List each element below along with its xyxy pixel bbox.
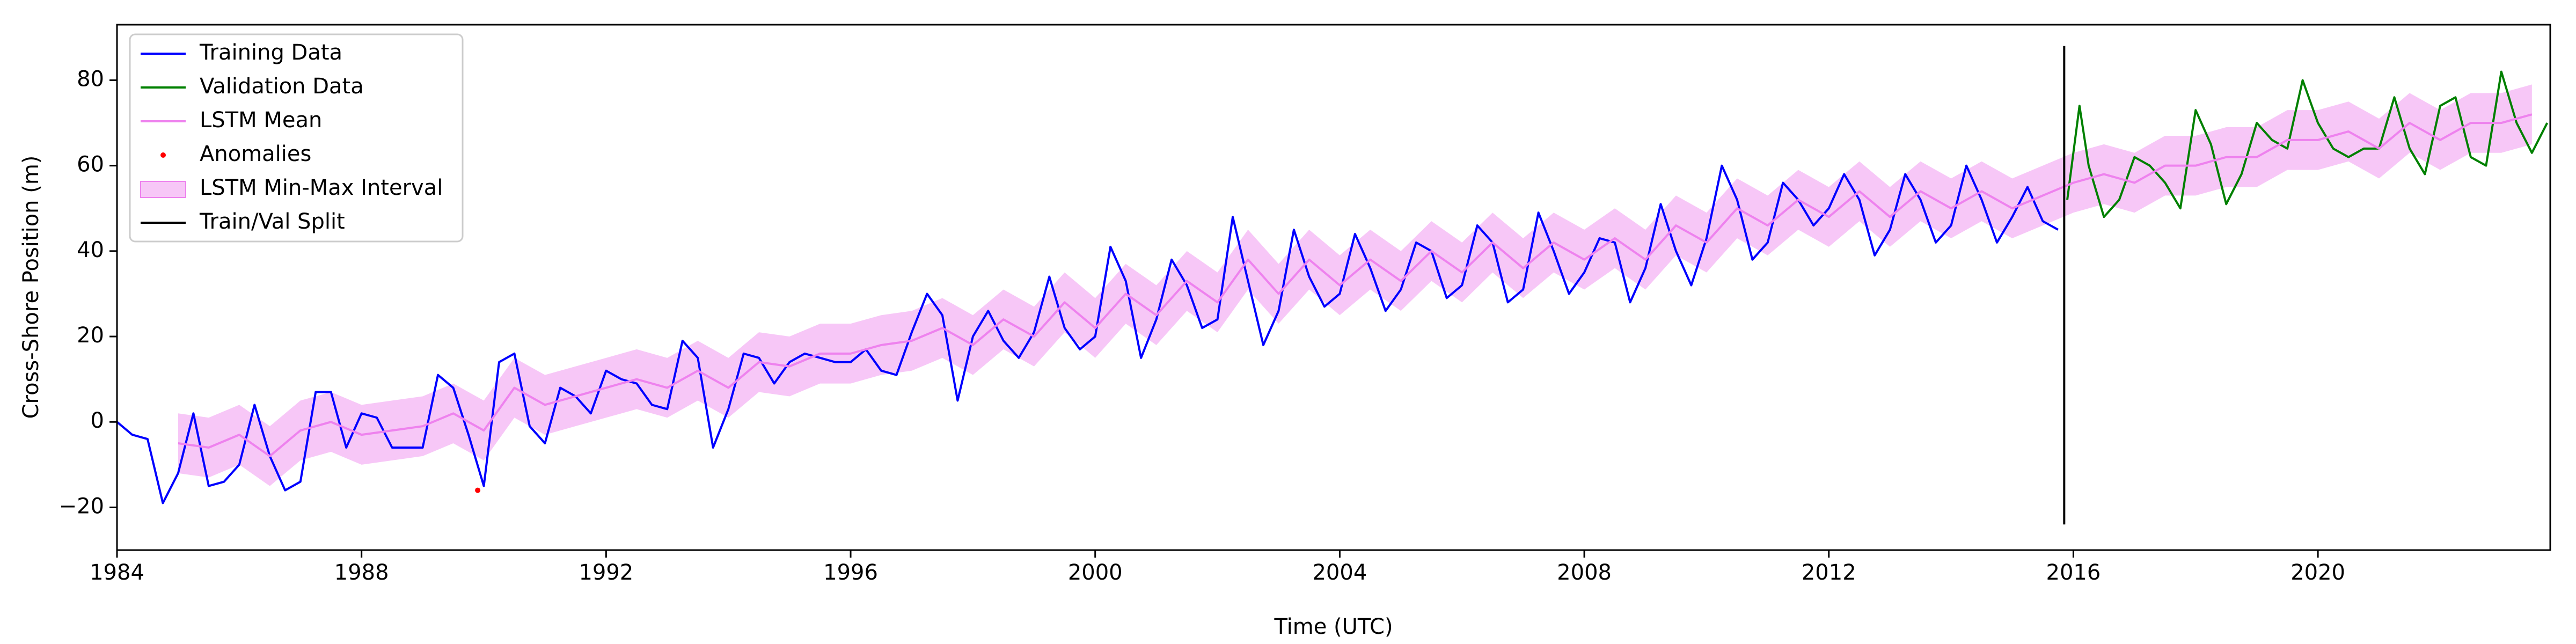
x-tick-label: 2020 xyxy=(2290,560,2345,585)
x-tick-label: 2000 xyxy=(1068,560,1123,585)
y-tick-label: 40 xyxy=(77,238,104,262)
y-tick-label: 80 xyxy=(77,67,104,91)
x-axis-label: Time (UTC) xyxy=(1274,614,1393,639)
legend-box xyxy=(129,33,464,243)
x-tick-label: 2004 xyxy=(1312,560,1367,585)
x-tick-label: 2016 xyxy=(2046,560,2101,585)
legend-label: Train/Val Split xyxy=(199,209,345,234)
y-tick-label: 0 xyxy=(91,408,104,433)
min-max-band xyxy=(178,84,2532,486)
legend-swatch xyxy=(160,152,166,158)
y-tick-label: −20 xyxy=(59,494,104,518)
y-tick-label: 60 xyxy=(77,152,104,177)
series-line xyxy=(2066,70,2549,218)
y-tick-label: 20 xyxy=(77,323,104,348)
legend-swatch xyxy=(140,181,186,198)
x-tick-label: 1996 xyxy=(823,560,878,585)
anomaly-point xyxy=(475,487,481,493)
x-tick-label: 2008 xyxy=(1557,560,1612,585)
legend-label: Anomalies xyxy=(200,142,311,166)
legend-label: LSTM Min-Max Interval xyxy=(200,175,443,200)
legend-label: Training Data xyxy=(199,40,342,65)
legend-label: Validation Data xyxy=(200,74,364,99)
x-tick-label: 1992 xyxy=(579,560,633,585)
y-axis-label: Cross-Shore Position (m) xyxy=(19,156,43,419)
series-line xyxy=(117,164,2059,504)
x-tick-label: 1988 xyxy=(334,560,389,585)
legend: Training Data Validation Data LSTM Mean Ano… xyxy=(129,33,464,243)
series-line xyxy=(178,113,2533,457)
x-tick-label: 2012 xyxy=(1802,560,1856,585)
plot-frame xyxy=(116,24,2551,551)
x-tick-label: 1984 xyxy=(90,560,144,585)
plot-area xyxy=(117,46,2549,525)
legend-label: LSTM Mean xyxy=(200,108,322,133)
